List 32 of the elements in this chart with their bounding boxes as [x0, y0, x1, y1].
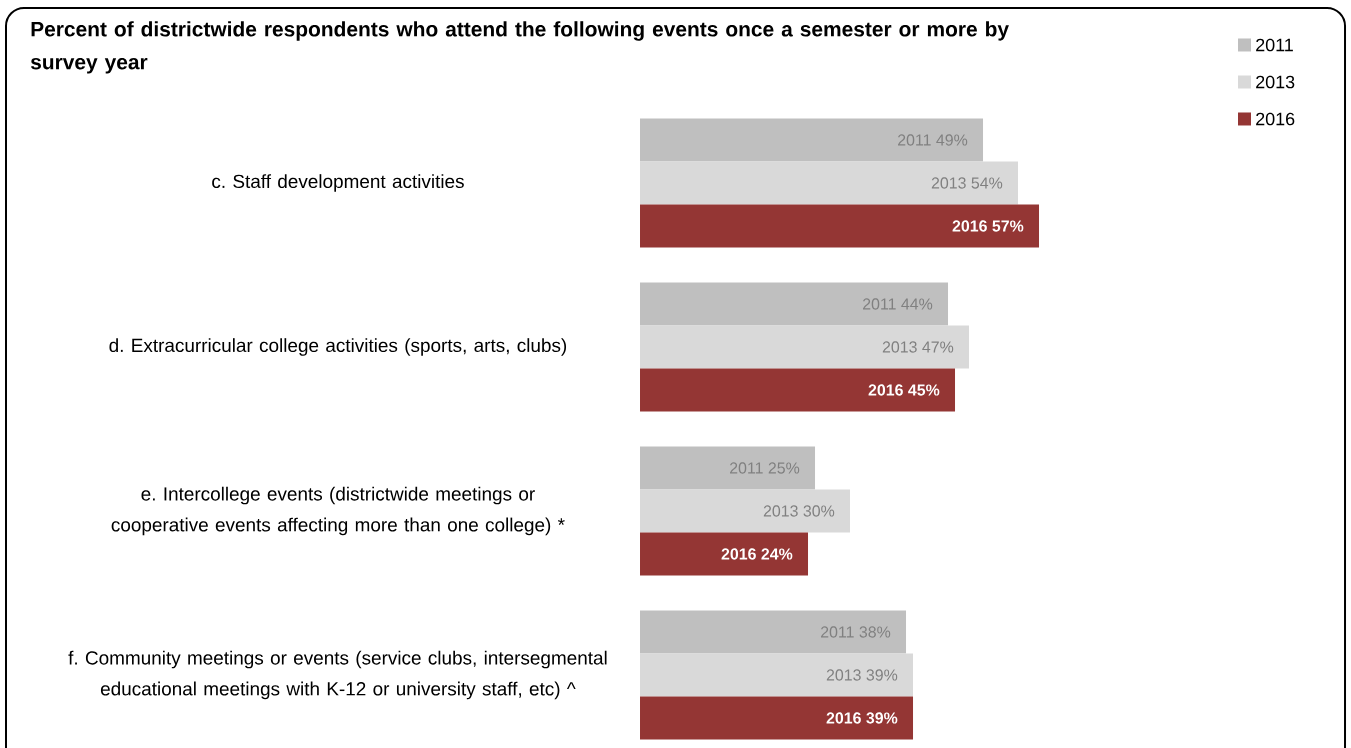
bar [640, 532, 809, 576]
data-label: 2011 49% [898, 134, 968, 146]
data-label: 2016 24% [721, 548, 793, 560]
data-label: 2011 44% [863, 298, 933, 310]
bar [640, 204, 1040, 248]
bar [640, 368, 956, 412]
bar [640, 118, 984, 162]
data-label: 2011 38% [821, 626, 891, 638]
legend-label: 2016 [1256, 112, 1295, 126]
data-label: 2016 57% [952, 220, 1024, 232]
legend-label: 2013 [1256, 75, 1295, 89]
bar [640, 653, 914, 697]
bar [640, 282, 949, 326]
data-label: 2016 45% [868, 384, 940, 396]
y-tick-label: d. Extracurricular college activities (sports, arts, clubs) [109, 338, 567, 356]
data-label: 2013 39% [826, 669, 898, 681]
y-tick-label: f. Community meetings or events (service clubs, intersegmental educational meetings with K-12 or university staff, etc) ^ [68, 650, 607, 700]
legend-label: 2011 [1256, 38, 1293, 52]
data-label: 2013 54% [931, 177, 1003, 189]
bar [640, 446, 816, 490]
chart-title: Percent of districtwide respondents who attend the following events once a semester or more by survey year [30, 21, 1009, 74]
bar [640, 325, 970, 369]
bar [640, 610, 907, 654]
bar [640, 161, 1019, 205]
y-tick-label: c. Staff development activities [212, 174, 464, 192]
data-label: 2013 30% [763, 505, 835, 517]
data-label: 2011 25% [730, 462, 800, 474]
data-label: 2016 39% [826, 712, 898, 724]
bar [640, 489, 851, 533]
data-label: 2013 47% [882, 341, 954, 353]
bar [640, 696, 914, 740]
y-tick-label: e. Intercollege events (districtwide meetings or cooperative events affecting more than one college) * [111, 486, 565, 536]
